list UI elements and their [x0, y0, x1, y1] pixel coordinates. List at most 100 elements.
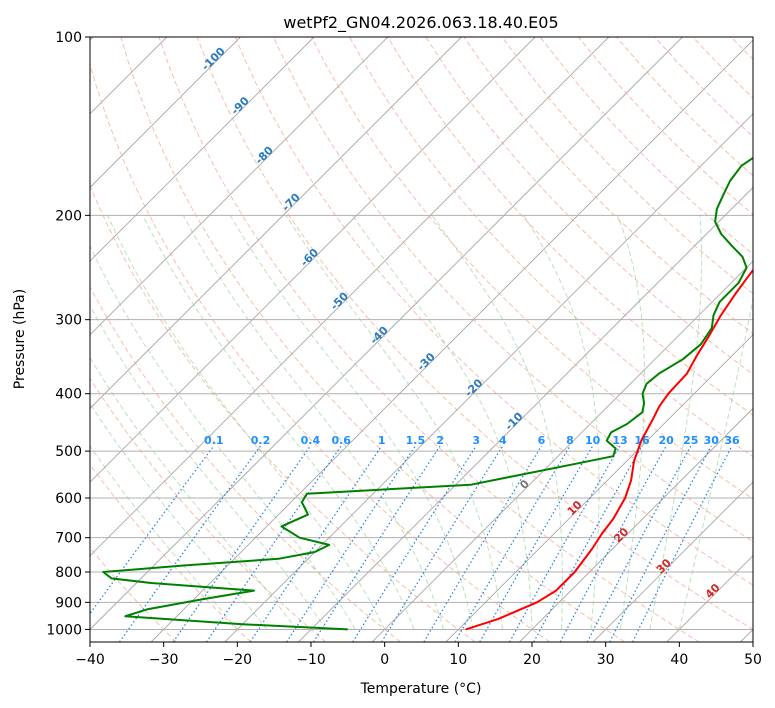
- x-tick-label: −20: [223, 652, 253, 668]
- x-tick-label: −40: [75, 652, 105, 668]
- moist-adiabat-line: [142, 215, 415, 630]
- y-tick-label: 700: [55, 531, 82, 547]
- mixing-ratio-label: 3: [472, 434, 480, 447]
- x-axis-label: Temperature (°C): [360, 681, 482, 697]
- mixing-ratio-line: [533, 445, 643, 642]
- moist-adiabat-line: [90, 244, 356, 630]
- mixing-ratio-label: 4: [499, 434, 507, 447]
- moist-adiabat-line: [90, 445, 238, 630]
- mixing-ratio-label: 36: [724, 434, 740, 447]
- isotherm-line: [371, 260, 753, 642]
- dry-adiabat-line: [158, 37, 700, 642]
- moist-adiabat-line: [107, 215, 386, 630]
- x-tick-label: 20: [523, 652, 541, 668]
- dry-adiabat-line: [90, 547, 177, 642]
- y-tick-label: 500: [55, 444, 82, 460]
- dry-adiabat-line: [387, 37, 753, 416]
- parcel-curve-line: [0, 37, 6, 642]
- y-tick-label: 900: [55, 595, 82, 611]
- mixing-ratio-label: 0.6: [331, 434, 351, 447]
- y-tick-label: 300: [55, 313, 82, 329]
- dry-adiabat-line: [425, 37, 753, 375]
- y-tick-label: 200: [55, 208, 82, 224]
- mixing-ratio-label: 13: [612, 434, 627, 447]
- mixing-ratio-label: 20: [659, 434, 675, 447]
- mixing-ratio-line: [352, 445, 477, 642]
- dry-adiabat-line: [311, 37, 753, 500]
- isotherm-line: [90, 37, 683, 631]
- plot-frame: [89, 36, 754, 643]
- mixing-ratio-label: 8: [566, 434, 574, 447]
- dry-adiabat-line: [90, 377, 327, 642]
- mixing-ratio-line: [509, 445, 621, 642]
- moist-adiabat-line: [90, 356, 297, 630]
- mixing-ratio-label: 6: [538, 434, 546, 447]
- mixing-ratio-line: [454, 445, 571, 642]
- dry-adiabat-line: [234, 37, 753, 586]
- temperature-line: [465, 268, 753, 631]
- y-tick-label: 1000: [46, 622, 82, 638]
- dry-adiabat-line: [196, 37, 753, 630]
- isotherm-line: [519, 407, 753, 642]
- dry-adiabat-line: [90, 285, 401, 642]
- dry-adiabat-line: [90, 184, 476, 642]
- mixing-ratio-label: 2: [436, 434, 444, 447]
- isotherm-line: [150, 39, 753, 642]
- x-tick-label: 0: [380, 652, 389, 668]
- isotherm-line: [90, 37, 610, 557]
- moist-adiabat-line: [90, 402, 268, 630]
- dry-adiabat-line: [90, 62, 551, 642]
- moist-adiabat-line: [523, 215, 600, 630]
- mixing-ratio-label: 30: [704, 434, 720, 447]
- mixing-ratio-line: [423, 445, 543, 642]
- isotherm-line: [224, 113, 753, 642]
- mixing-ratio-line: [381, 445, 504, 642]
- mixing-ratio-label: 1: [378, 434, 386, 447]
- dry-adiabat-line: [120, 37, 625, 642]
- mixing-ratio-label: 0.2: [251, 434, 271, 447]
- dry-adiabat-line: [501, 37, 753, 295]
- mixing-ratio-label: 25: [683, 434, 698, 447]
- y-axis-ticks: 100 200 300 400 500 600 700 800 900 1000: [46, 30, 90, 638]
- mixing-ratio-line: [119, 445, 261, 642]
- mixing-ratio-label: 0.1: [204, 434, 224, 447]
- isotherm-line: [90, 37, 462, 410]
- x-tick-label: 10: [449, 652, 467, 668]
- chart-title: wetPf2_GN04.2026.063.18.40.E05: [283, 13, 558, 33]
- moist-adiabat-line: [90, 304, 327, 630]
- dewpoint-line: [102, 156, 753, 631]
- isotherm-line: [90, 37, 315, 262]
- mixing-ratio-label: 0.4: [301, 434, 321, 447]
- mixing-ratio-line: [205, 445, 342, 642]
- y-tick-label: 800: [55, 565, 82, 581]
- isotherm-line: [90, 37, 536, 483]
- moist-adiabat-line: [229, 215, 474, 630]
- mixing-ratio-label: 10: [585, 434, 601, 447]
- moist-adiabat-line: [351, 215, 533, 630]
- dry-adiabat-line: [769, 37, 775, 642]
- x-tick-label: −30: [149, 652, 179, 668]
- x-axis-ticks: −40 −30 −20 −10 0 10 20 30 40 50: [75, 642, 762, 668]
- isotherm-line: [90, 37, 241, 189]
- mixing-ratio-labels: 0.1 0.2 0.4 0.6 1 1.5 2 3 4 6 8 10 13 16 20 25 30 36: [204, 434, 740, 447]
- plot-background: [90, 37, 753, 642]
- y-tick-label: 100: [55, 30, 82, 46]
- moist-adiabat-line: [431, 215, 563, 630]
- y-tick-label: 600: [55, 491, 82, 507]
- dry-adiabat-line: [90, 463, 252, 642]
- mixing-ratio-label: 1.5: [406, 434, 426, 447]
- isotherm-line: [445, 334, 753, 642]
- x-tick-label: −10: [296, 652, 326, 668]
- moist-adiabat-line: [182, 215, 445, 630]
- profile-series: [102, 156, 753, 631]
- dry-adiabat-line: [349, 37, 753, 458]
- y-axis-label: Pressure (hPa): [12, 289, 28, 389]
- mixing-ratio-line: [609, 445, 712, 642]
- dry-adiabat-line: [272, 37, 753, 543]
- x-tick-label: 40: [670, 652, 688, 668]
- mixing-ratio-line: [249, 445, 383, 642]
- moist-adiabat-line: [678, 296, 753, 630]
- isotherm-line: [90, 37, 389, 336]
- mixing-ratio-line: [286, 445, 416, 642]
- mixing-ratio-line: [312, 445, 441, 642]
